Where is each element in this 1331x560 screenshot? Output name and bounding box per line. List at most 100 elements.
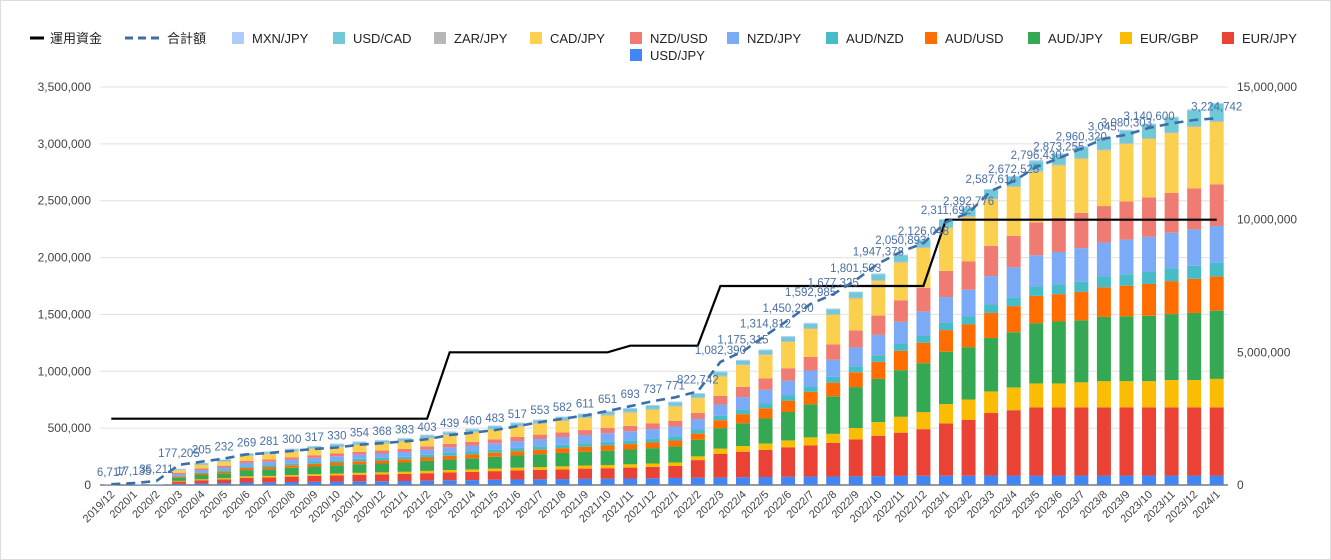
bar-segment [1051, 321, 1066, 384]
legend-item[interactable]: NZD/USD [630, 31, 708, 46]
bar-segment [487, 429, 502, 440]
bar-segment [1187, 110, 1202, 127]
bar-segment [420, 438, 435, 447]
bar-segment [668, 477, 683, 485]
bar-segment [916, 247, 931, 249]
bar-segment [1029, 171, 1044, 223]
bar-segment [758, 408, 773, 419]
bar-segment [848, 330, 863, 348]
total-data-label: 2,873,255 [1033, 141, 1084, 153]
bar-segment [690, 456, 705, 461]
bar-segment [1006, 475, 1021, 485]
bar-segment [984, 304, 999, 313]
bar-segment [1074, 291, 1089, 321]
left-tick-label: 0 [84, 478, 91, 492]
legend-item[interactable]: EUR/JPY [1222, 31, 1297, 46]
bar-segment [668, 446, 683, 463]
bar-segment [217, 465, 232, 468]
bar-segment [465, 471, 480, 481]
bar-segment [871, 274, 886, 280]
legend-item[interactable]: USD/JPY [630, 48, 705, 63]
bar-segment [375, 450, 389, 454]
bar-segment [465, 458, 480, 470]
bar-segment [826, 442, 841, 477]
bar-segment [217, 479, 232, 484]
bar-segment [375, 457, 389, 461]
legend-item[interactable]: AUD/USD [925, 31, 1004, 46]
bar-segment [194, 463, 209, 465]
bar-segment [262, 461, 277, 466]
bar-segment [375, 453, 389, 458]
bar-segment [690, 413, 705, 420]
bar-segment [397, 440, 412, 442]
bar-segment [1096, 206, 1111, 243]
bar-segment [1051, 164, 1066, 166]
bar-segment [1187, 312, 1202, 381]
bar-segment [848, 291, 863, 293]
bar-segment [1187, 265, 1202, 279]
bar-segment [487, 452, 502, 457]
legend-item[interactable]: CAD/JPY [530, 31, 605, 46]
legend-label: USD/JPY [650, 48, 705, 63]
bar-segment [217, 471, 232, 474]
legend-item[interactable]: 合計額 [125, 31, 206, 46]
legend-item[interactable]: AUD/NZD [826, 31, 904, 46]
bar-segment [375, 460, 389, 464]
bar-segment [600, 410, 615, 412]
bar-segment [893, 254, 908, 256]
legend-swatch [727, 32, 739, 44]
right-axis-ticks: 0 5,000,000 10,000,000 15,000,000 [1237, 80, 1297, 492]
bar-segment [1119, 475, 1134, 485]
total-data-label: 354 [350, 428, 370, 440]
total-data-label: 517 [508, 409, 527, 421]
legend-item[interactable]: 運用資金 [30, 31, 102, 46]
bar-segment [961, 207, 976, 209]
bar-segment [803, 370, 818, 387]
bar-segment [1029, 160, 1044, 162]
bar-segment [420, 457, 435, 461]
bar-segment [329, 481, 344, 485]
bar-segment [465, 451, 480, 455]
legend-item[interactable]: ZAR/JPY [434, 31, 508, 46]
bar-segment [352, 474, 367, 482]
legend-item[interactable]: EUR/GBP [1120, 31, 1199, 46]
legend-item[interactable]: USD/CAD [333, 31, 412, 46]
bar-segment [781, 380, 796, 396]
bar-segment [262, 459, 277, 462]
bar-segment [668, 402, 683, 406]
bar-segment [803, 323, 818, 329]
legend-item[interactable]: MXN/JPY [232, 31, 309, 46]
bar-segment [1074, 157, 1089, 159]
bar-segment [194, 464, 209, 465]
right-tick-label: 15,000,000 [1237, 80, 1297, 94]
bar-segment [1142, 381, 1157, 408]
bar-segment [1209, 310, 1224, 379]
bar-segment [1164, 117, 1179, 133]
bar-segment [781, 411, 796, 441]
legend-swatch [1028, 32, 1040, 44]
bar-segment [465, 445, 480, 452]
left-tick-label: 500,000 [48, 421, 92, 435]
legend-label: NZD/USD [650, 31, 708, 46]
bar-segment [1074, 320, 1089, 383]
bar-segment [1006, 267, 1021, 298]
bar-segment [194, 468, 209, 470]
bar-segment [284, 476, 299, 483]
bar-segment [645, 409, 660, 424]
bar-segment [239, 482, 254, 485]
bar-segment [1119, 274, 1134, 286]
bar-segment [1074, 147, 1089, 158]
bar-segment [1119, 143, 1134, 145]
bar-segment [578, 417, 593, 419]
bar-segment [555, 416, 570, 418]
bar-segment [713, 395, 728, 405]
bar-segment [600, 415, 615, 429]
legend[interactable]: 運用資金 合計額 MXN/JPY USD/CAD ZAR/JPY CAD/JPY NZD/U… [30, 31, 1297, 63]
legend-item[interactable]: NZD/JPY [727, 31, 802, 46]
legend-item[interactable]: AUD/JPY [1028, 31, 1103, 46]
bar-segment [826, 313, 841, 315]
bar-segment [397, 448, 412, 453]
bar-segment [916, 363, 931, 413]
bar-segment [510, 441, 525, 448]
bar-segment [262, 475, 277, 478]
